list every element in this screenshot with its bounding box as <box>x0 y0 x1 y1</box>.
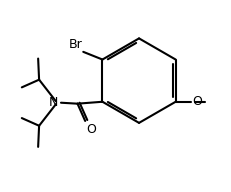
Text: N: N <box>49 96 58 109</box>
Text: O: O <box>86 123 96 136</box>
Text: O: O <box>191 95 201 108</box>
Text: Br: Br <box>68 38 82 51</box>
